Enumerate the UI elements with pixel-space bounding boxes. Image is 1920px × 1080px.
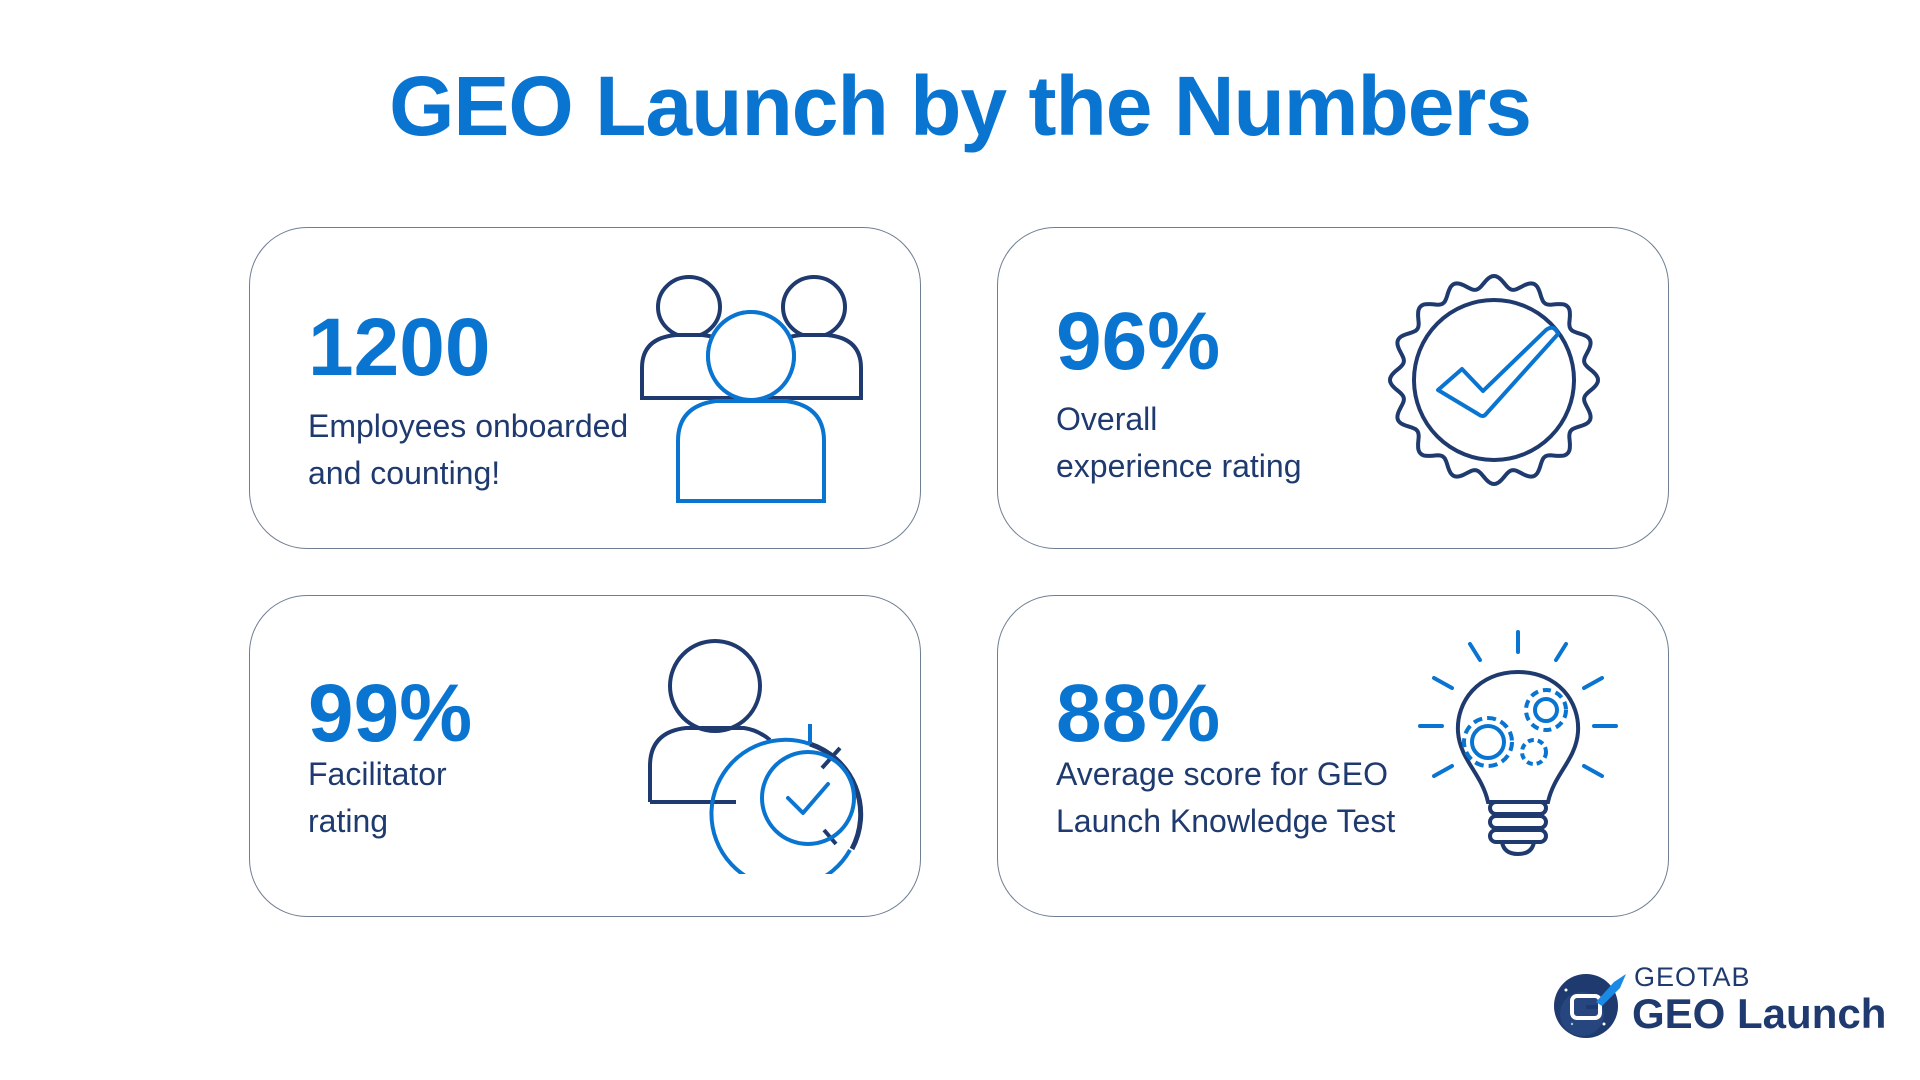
people-group-icon <box>640 275 863 503</box>
stat-description: Employees onboarded and counting! <box>308 403 628 497</box>
stat-description-line: experience rating <box>1056 448 1302 484</box>
user-rating-check-icon <box>648 639 864 874</box>
logo-brand-text: GEOTAB <box>1634 962 1751 992</box>
stat-description-line: Average score for GEO <box>1056 756 1388 792</box>
stat-card-knowledge-test: 88% Average score for GEO Launch Knowled… <box>997 595 1669 917</box>
page-title: GEO Launch by the Numbers <box>389 59 1532 153</box>
stat-description-line: rating <box>308 803 389 839</box>
rocket-g-logo-icon <box>1554 974 1626 1038</box>
stat-description: Average score for GEO Launch Knowledge T… <box>1056 751 1395 845</box>
stat-value: 88% <box>1056 668 1221 759</box>
stat-description-line: Launch Knowledge Test <box>1056 803 1396 839</box>
stat-value: 1200 <box>308 302 491 393</box>
stat-description: Facilitator rating <box>308 751 447 845</box>
lightbulb-gears-icon <box>1418 630 1618 857</box>
stat-value: 96% <box>1056 296 1221 387</box>
check-badge-icon <box>1387 273 1601 487</box>
stat-card-employees: 1200 Employees onboarded and counting! <box>249 227 921 549</box>
stat-description-line: Overall <box>1056 401 1158 437</box>
stat-card-experience: 96% Overall experience rating <box>997 227 1669 549</box>
stat-card-facilitator: 99% Facilitator rating <box>249 595 921 917</box>
logo-product-text: GEO Launch <box>1632 990 1887 1037</box>
stat-description-line: Employees onboarded <box>308 408 629 444</box>
stat-description-line: and counting! <box>308 455 501 491</box>
stat-description: Overall experience rating <box>1056 396 1301 490</box>
stat-description-line: Facilitator <box>308 756 447 792</box>
stat-value: 99% <box>308 668 473 759</box>
